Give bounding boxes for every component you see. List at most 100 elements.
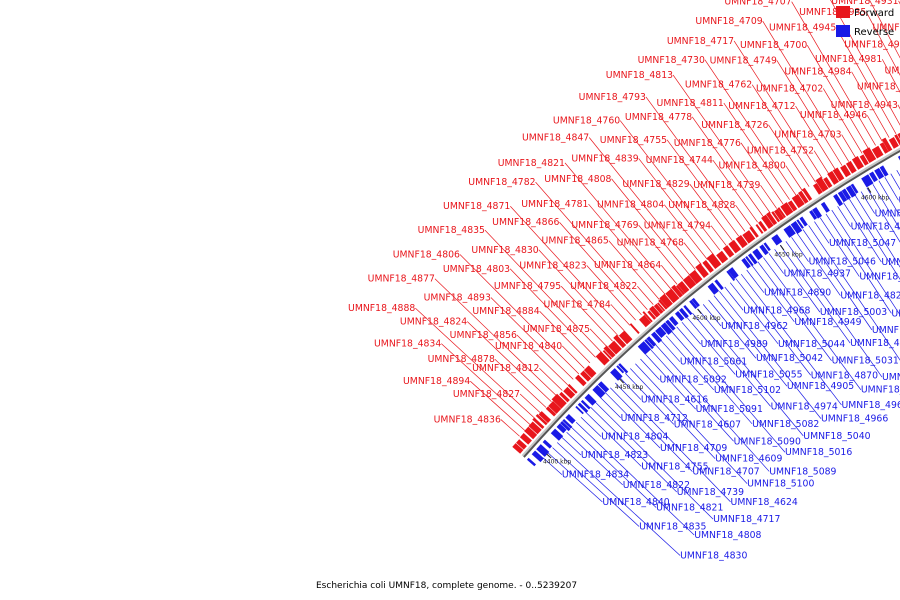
reverse-gene-label-leader <box>890 173 900 191</box>
reverse-feature <box>646 336 657 347</box>
reverse-gene-label: UMNF18_4834 <box>562 470 629 481</box>
reverse-feature <box>531 450 544 463</box>
reverse-gene-label: UMNF18_5031 <box>832 356 899 367</box>
legend-reverse-label: Reverse <box>854 27 894 38</box>
reverse-gene-label: UMNF18_5102 <box>714 385 781 396</box>
forward-gene-label: UMNF18_4871 <box>443 201 510 212</box>
forward-gene-label: UMNF18_4984 <box>784 67 851 78</box>
forward-feature <box>851 155 864 170</box>
forward-gene-label-leader <box>822 88 863 154</box>
reverse-gene-label-leader <box>547 452 603 503</box>
forward-gene-label-leader <box>866 115 883 142</box>
forward-gene-label-leader <box>638 224 684 280</box>
forward-feature <box>777 207 786 219</box>
forward-gene-label-leader <box>539 367 563 391</box>
reverse-feature <box>660 322 673 335</box>
forward-feature <box>528 421 542 435</box>
legend: Forward Reverse <box>836 6 894 38</box>
reverse-gene-label: UMNF18_5091 <box>696 404 763 415</box>
forward-gene-label-leader <box>586 265 636 321</box>
reverse-gene-label: UMNF18_5061 <box>680 357 747 368</box>
forward-gene-label-leader <box>610 304 631 326</box>
reverse-gene-label: UMNF18_4881 <box>872 325 900 336</box>
forward-gene-label-leader <box>441 343 531 425</box>
tick-mark <box>697 308 702 314</box>
reverse-gene-label-leader <box>640 358 660 380</box>
reverse-feature <box>644 338 654 350</box>
tick-label: 4550 kbp <box>774 252 802 259</box>
forward-gene-label: UMNF18_4975 <box>844 39 900 50</box>
forward-feature <box>665 288 680 304</box>
forward-gene-label-leader <box>740 142 784 205</box>
forward-gene-label: UMNF18_4762 <box>685 80 752 91</box>
forward-gene-label-leader <box>637 286 654 305</box>
forward-feature <box>613 334 627 349</box>
forward-gene-label-leader <box>638 158 715 256</box>
reverse-feature <box>799 216 808 227</box>
reverse-gene-label-leader <box>872 184 900 230</box>
reverse-gene-label-leader <box>848 198 900 280</box>
forward-gene-label-leader <box>733 40 823 179</box>
tick-mark <box>619 378 624 384</box>
forward-gene-label: UMNF18_4813 <box>606 70 673 81</box>
reverse-gene-label-leader <box>630 368 716 459</box>
forward-gene-label: UMNF18_4827 <box>453 389 520 400</box>
forward-gene-label-leader <box>866 11 900 76</box>
forward-feature <box>524 426 538 440</box>
reverse-gene-label-leader <box>763 257 862 390</box>
reverse-gene-label: UMNF18_5016 <box>785 447 852 458</box>
reverse-gene-label: UMNF18_4835 <box>639 521 706 532</box>
legend-reverse-swatch <box>836 25 850 37</box>
forward-gene-label: UMNF18_4830 <box>471 245 538 256</box>
forward-gene-label-leader <box>516 334 569 386</box>
reverse-feature <box>809 210 818 220</box>
reverse-feature <box>610 368 623 381</box>
forward-gene-label: UMNF18_4794 <box>644 221 711 232</box>
reverse-feature <box>683 304 693 316</box>
forward-gene-label: UMNF18_4864 <box>594 260 661 271</box>
forward-gene-label-leader <box>881 59 900 93</box>
forward-gene-label: UMNF18_4931 <box>831 0 898 7</box>
reverse-feature <box>550 428 564 441</box>
forward-feature <box>881 137 893 152</box>
reverse-gene-label: UMNF18_4766 <box>875 209 900 220</box>
forward-feature <box>545 406 557 417</box>
reverse-gene-label-leader <box>702 304 722 327</box>
legend-forward-swatch <box>836 6 850 18</box>
forward-gene-label: UMNF18_4946 <box>800 110 867 121</box>
reverse-feature <box>850 183 859 194</box>
reverse-feature <box>897 155 900 161</box>
reverse-feature <box>637 341 652 355</box>
forward-gene-label-leader <box>813 150 830 175</box>
forward-gene-label: UMNF18_4784 <box>544 299 611 310</box>
forward-feature <box>516 439 527 450</box>
reverse-gene-label-leader <box>837 206 851 227</box>
reverse-gene-label: UMNF18_4609 <box>715 454 782 465</box>
reverse-feature <box>861 174 874 188</box>
forward-gene-label-leader <box>806 45 870 150</box>
forward-feature <box>608 340 622 355</box>
reverse-gene-label: UMNF18_4804 <box>601 432 668 443</box>
label-leader-lines <box>415 0 900 556</box>
forward-gene-label-leader <box>484 229 602 353</box>
forward-feature <box>761 214 774 229</box>
forward-gene-label-leader <box>589 328 608 347</box>
forward-gene-label-leader <box>735 204 752 227</box>
forward-gene-label: UMNF18_4749 <box>710 55 777 66</box>
reverse-feature <box>580 399 591 410</box>
forward-gene-label: UMNF18_4981 <box>815 54 882 65</box>
reverse-feature <box>556 423 567 434</box>
forward-feature <box>862 147 877 164</box>
forward-gene-label: UMNF18_4778 <box>625 112 692 123</box>
reverse-gene-label-leader <box>561 437 582 456</box>
forward-gene-label: UMNF18_4800 <box>718 161 785 172</box>
forward-feature <box>716 250 729 264</box>
reverse-gene-label-leader <box>590 407 677 493</box>
reverse-gene-label: UMNF18_5044 <box>778 339 845 350</box>
reverse-feature <box>565 413 576 425</box>
forward-gene-label-leader <box>490 297 574 380</box>
reverse-gene-label: UMNF18_5003 <box>820 307 887 318</box>
forward-feature <box>658 299 668 310</box>
reverse-gene-label-leader <box>854 195 900 268</box>
